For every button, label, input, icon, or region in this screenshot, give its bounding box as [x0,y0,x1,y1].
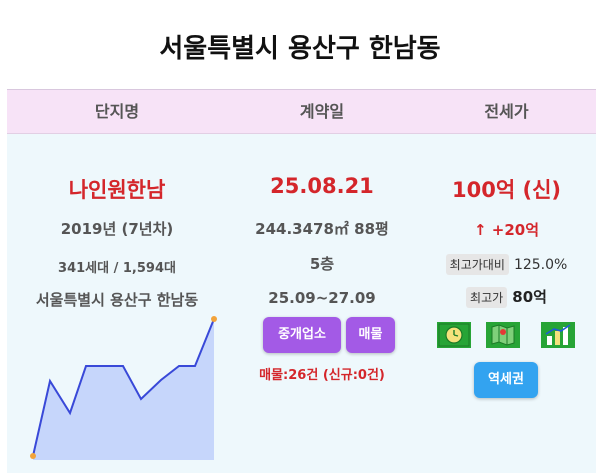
contract-period: 25.09~27.09 [268,289,376,307]
price-history-area [33,319,214,460]
built-year: 2019년 (7년차) [60,220,174,238]
price-change: ↑ +20억 [473,221,540,239]
price-history-start-point [30,453,36,459]
header-contract-date: 계약일 [299,102,345,121]
jeonse-price: 100억 (신) [452,178,561,202]
complex-name[interactable]: 나인원한남 [68,178,166,202]
listing-table: 단지명 계약일 전세가 나인원한남 2019년 (7년차) 341세대 / 1,… [7,89,596,473]
price-history-chart [30,316,217,460]
header-jeonse-price: 전세가 [484,102,529,121]
unit-count: 341세대 / 1,594대 [58,261,176,276]
high-ratio-row: 최고가대비 125.0% [417,254,596,275]
high-ratio-label: 최고가대비 [445,254,509,275]
high-price-label: 최고가 [466,287,508,308]
listing-count: 매물:26건 (신규:0건) [259,368,385,383]
page-title: 서울특별시 용산구 한남동 [159,34,441,64]
table-header: 단지명 계약일 전세가 [7,90,596,134]
clock-icon[interactable] [437,322,471,348]
agent-button[interactable]: 중개업소 [263,317,341,353]
high-price-row: 최고가 80억 [417,286,596,308]
price-history-end-point [211,316,217,322]
station-area-button[interactable]: 역세권 [474,362,538,398]
complex-address: 서울특별시 용산구 한남동 [35,291,199,309]
contract-date: 25.08.21 [270,174,374,198]
high-price-value: 80억 [512,288,547,306]
chart-icon[interactable] [541,322,575,348]
price-history-line [32,318,215,457]
high-ratio-value: 125.0% [513,257,568,273]
header-complex-name: 단지명 [94,102,140,121]
listing-button[interactable]: 매물 [346,317,395,353]
map-icon[interactable] [486,322,520,348]
contract-floor: 5층 [309,255,335,273]
contract-area: 244.3478㎡ 88평 [255,220,389,238]
